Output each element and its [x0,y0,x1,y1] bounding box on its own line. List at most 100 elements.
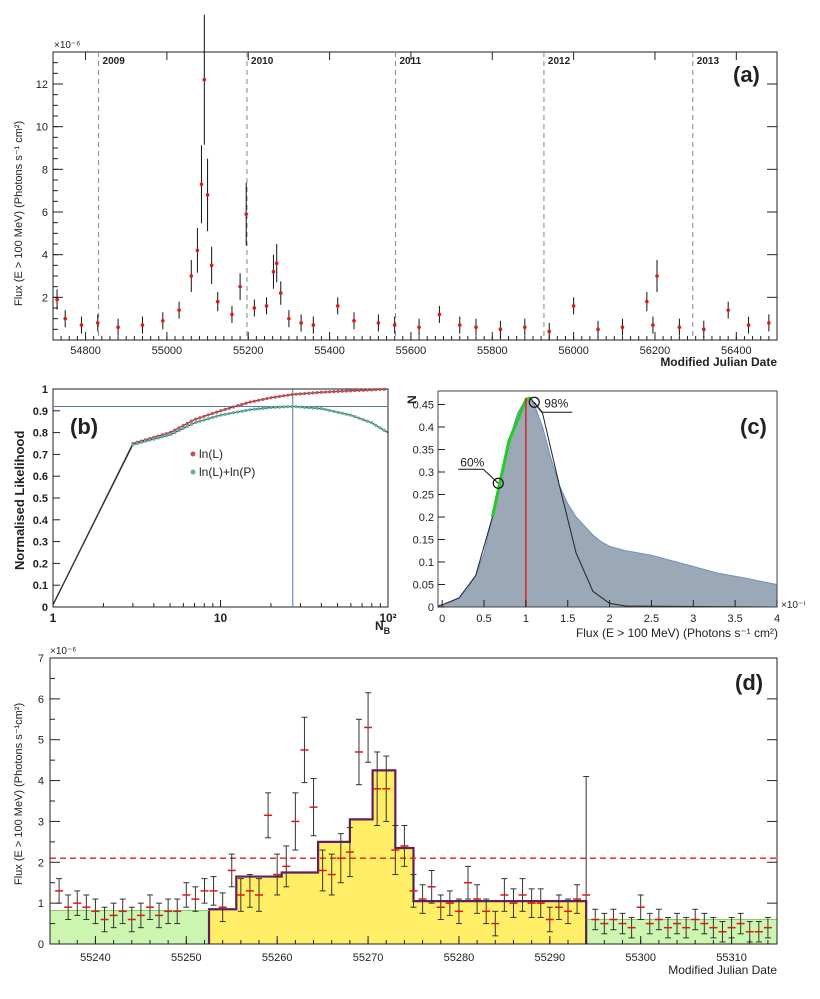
x-tick-label: 55270 [353,952,384,964]
series-marker [349,389,353,393]
data-point [278,291,283,295]
series-marker [231,405,236,409]
series-marker [361,388,365,392]
series-marker [277,394,282,399]
legend-marker-lnLP [190,469,196,475]
bayesian-block [281,872,319,944]
panel-b-label: (b) [70,414,98,439]
data-point [547,329,552,334]
marker-98-circle [528,396,540,408]
series-marker [311,391,315,395]
series-marker [236,404,240,408]
series-marker [219,409,223,413]
series-marker [143,439,148,443]
series-marker [307,406,311,410]
data-point [677,325,682,330]
series-marker [273,395,277,399]
y-tick-label: 0 [42,602,48,614]
panel-a-ylabel: Flux (E > 100 MeV) (Photons s⁻¹ cm²) [13,121,25,306]
x-tick-label: 55240 [80,952,111,964]
series-marker [177,428,181,433]
series-marker [223,407,227,412]
x-tick-label: 55260 [262,952,293,964]
bayesian-block [349,819,373,944]
series-marker [307,391,311,395]
bayesian-block [413,901,587,944]
data-point [195,248,200,253]
x-tick-label: 10 [214,611,228,625]
series-marker [198,419,202,423]
series-marker [336,410,340,414]
y-tick-label: 1 [38,898,44,910]
series-marker [164,434,169,438]
series-marker [194,417,198,421]
y-tick-label: 0.3 [33,537,48,549]
series-marker [357,416,361,420]
data-point [238,284,242,289]
series-marker [370,421,374,425]
panel-d-xlabel: Modified Julian Date [668,963,777,977]
series-marker [294,405,298,409]
series-marker [240,402,244,407]
series-marker [169,432,173,437]
series-marker [248,408,252,412]
series-marker [256,398,261,402]
data-point [655,274,659,278]
series-marker [173,428,177,432]
panel-c-xlabel: Flux (E > 100 MeV) (Photons s⁻¹ cm²) [576,626,778,640]
series-marker [328,390,332,394]
x-tick-label: 55600 [396,345,427,357]
data-point [215,299,220,304]
series-marker [269,396,273,400]
y-tick-label: 0.6 [33,471,48,483]
series-marker [198,416,202,420]
legend-label-lnLP: ln(L)+ln(P) [199,465,255,479]
x-tick-label: 0.5 [476,613,491,625]
legend-label-lnL: ln(L) [199,447,223,461]
y-tick-label: 0.5 [33,493,48,505]
data-point [726,308,730,312]
x-tick-label: 0 [439,613,445,625]
series-marker [323,407,328,412]
series-marker [323,390,328,394]
data-point [701,327,706,332]
x-tick-label: 55400 [314,345,345,357]
series-marker [298,392,303,396]
data-point [95,321,100,325]
series-marker [311,406,315,410]
marker-60-label: 60% [460,455,484,469]
series-marker [370,388,374,392]
series-marker [185,424,189,428]
series-marker [131,442,135,447]
series-marker [353,415,357,419]
series-marker [328,408,332,413]
series-marker [185,421,189,425]
series-marker [277,405,282,409]
y-tick-label: 0.4 [33,515,49,527]
data-point [523,325,527,330]
y-tick-label: 12 [36,79,48,91]
x-tick-label: 3.5 [727,613,742,625]
bayesian-block [586,919,777,944]
y-tick-label: 0.05 [413,580,434,592]
data-point [161,319,165,323]
year-label: 2012 [548,56,571,67]
data-point [189,274,194,278]
data-point [596,327,600,332]
series-marker [139,440,143,444]
series-marker [332,409,336,414]
series-marker [231,411,236,415]
series-marker [194,420,198,425]
x-tick-label: 1 [50,611,57,625]
x-tick-label: 55300 [625,952,656,964]
y-tick-label: 3 [38,816,44,828]
data-point [79,323,84,327]
series-marker [261,397,265,402]
data-point [457,323,462,327]
data-point [271,269,276,274]
series-marker [219,413,223,417]
series-marker [361,418,365,422]
x-tick-label: 55250 [171,952,202,964]
series-marker [202,418,206,422]
x-tick-label: 56200 [640,345,671,357]
